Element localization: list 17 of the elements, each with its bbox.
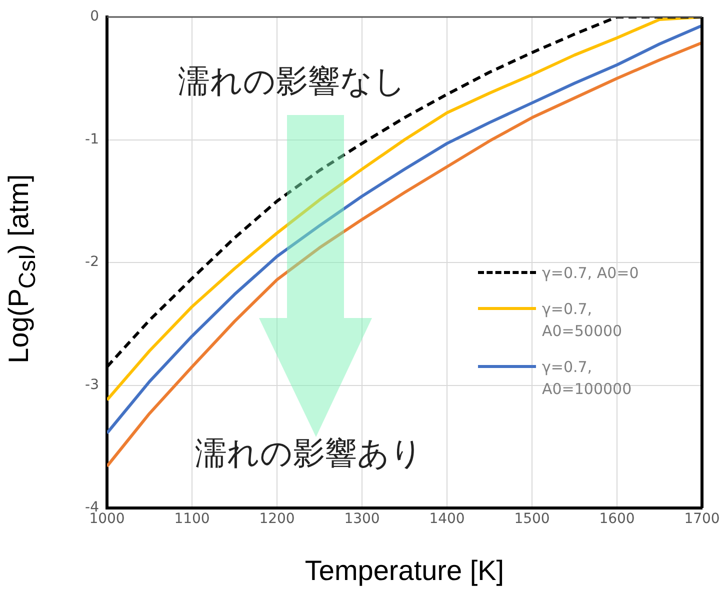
y-tick-label: -3 bbox=[85, 376, 99, 393]
legend-label: γ=0.7, A0=100000 bbox=[542, 357, 633, 400]
y-tick-label: -1 bbox=[85, 131, 99, 148]
y-tick-label: 0 bbox=[90, 8, 99, 25]
x-tick-label: 1100 bbox=[174, 511, 210, 528]
x-tick-label: 1700 bbox=[684, 511, 720, 528]
x-tick-label: 1400 bbox=[429, 511, 465, 528]
legend-label: γ=0.7, A0=0 bbox=[542, 263, 640, 284]
x-tick-label: 1300 bbox=[344, 511, 380, 528]
x-axis-title: Temperature [K] bbox=[304, 555, 506, 587]
y-tick-label: -2 bbox=[85, 254, 99, 270]
x-tick-label: 1600 bbox=[599, 511, 635, 528]
annotation: 濡れの影響あり bbox=[195, 433, 423, 474]
x-tick-label: 1200 bbox=[259, 511, 295, 528]
legend-label: γ=0.7, A0=50000 bbox=[542, 299, 624, 342]
annotation: 濡れの影響なし bbox=[178, 61, 406, 102]
x-tick-label: 1500 bbox=[514, 511, 550, 528]
